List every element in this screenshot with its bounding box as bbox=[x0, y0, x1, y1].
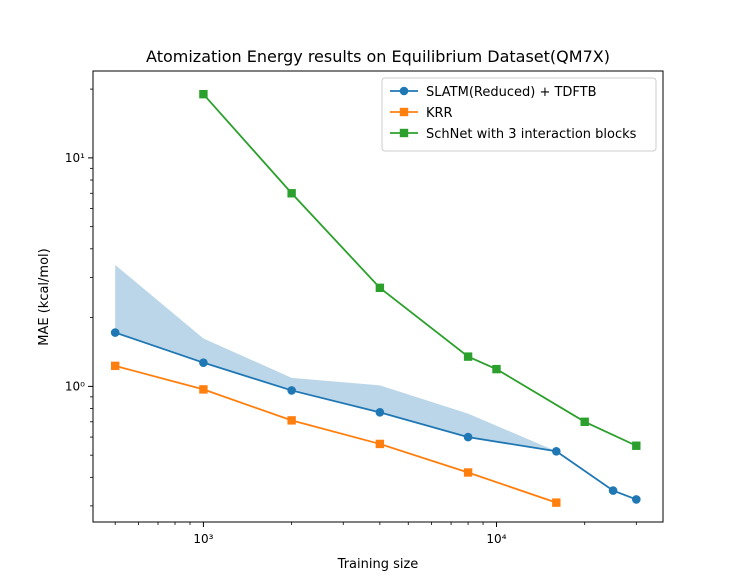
data-point bbox=[199, 385, 208, 394]
plot-area bbox=[110, 89, 641, 507]
plot-frame bbox=[92, 70, 664, 523]
legend-marker bbox=[399, 107, 409, 117]
data-point bbox=[199, 89, 208, 99]
data-point bbox=[199, 358, 208, 367]
data-point bbox=[375, 283, 385, 293]
series-line-1 bbox=[114, 364, 557, 504]
axes: 10³ 10⁴ 10⁰ 10¹ bbox=[65, 88, 637, 546]
data-point bbox=[463, 468, 473, 477]
data-point bbox=[110, 361, 120, 371]
legend-label: SLATM(Reduced) + TDFTB bbox=[426, 85, 597, 100]
data-point bbox=[551, 446, 561, 456]
data-point bbox=[463, 352, 473, 361]
data-point bbox=[552, 498, 561, 507]
legend: SLATM(Reduced) + TDFTB KRR SchNet with 3 i… bbox=[381, 77, 657, 152]
data-point bbox=[608, 486, 618, 495]
data-point bbox=[632, 495, 641, 504]
data-point bbox=[375, 408, 385, 417]
data-point bbox=[463, 432, 473, 442]
x-tick-label: 10³ bbox=[193, 532, 213, 546]
data-point bbox=[632, 441, 641, 450]
x-tick-label: 10⁴ bbox=[486, 532, 506, 546]
chart-title: Atomization Energy results on Equilibriu… bbox=[146, 47, 610, 66]
x-axis-label: Training size bbox=[337, 557, 419, 572]
series-line-0 bbox=[114, 331, 637, 501]
data-point bbox=[287, 416, 296, 425]
legend-label: KRR bbox=[426, 106, 453, 121]
data-point bbox=[287, 386, 296, 395]
legend-box bbox=[381, 77, 657, 152]
y-tick-label: 10⁰ bbox=[65, 379, 85, 393]
y-tick-label: 10¹ bbox=[65, 151, 85, 165]
legend-marker bbox=[399, 128, 409, 138]
y-axis-label: MAE (kcal/mol) bbox=[37, 248, 52, 345]
data-point bbox=[492, 364, 501, 374]
data-point bbox=[375, 439, 385, 449]
legend-label: SchNet with 3 interaction blocks bbox=[426, 127, 637, 142]
data-point bbox=[287, 189, 296, 198]
data-point bbox=[110, 328, 120, 337]
confidence-band bbox=[115, 264, 557, 452]
legend-marker bbox=[399, 86, 409, 96]
data-point bbox=[580, 417, 589, 426]
